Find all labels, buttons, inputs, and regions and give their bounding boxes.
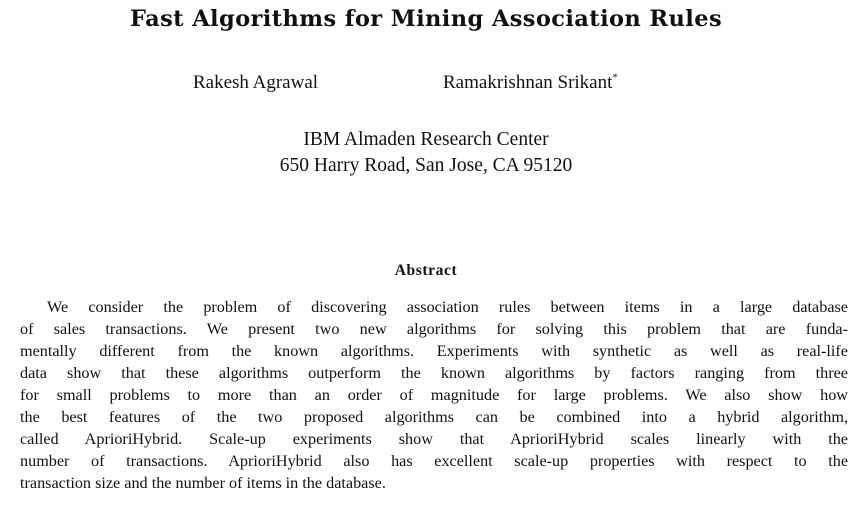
author-name: Rakesh Agrawal: [193, 72, 319, 93]
institution-address: 650 Harry Road, San Jose, CA 95120: [279, 155, 573, 176]
abstract-line: mentally different from the known algori…: [20, 342, 848, 360]
author-footnote-mark: *: [612, 71, 618, 84]
abstract-line: called AprioriHybrid. Scale-up experimen…: [20, 430, 848, 448]
author-agrawal: Rakesh Agrawal: [193, 72, 318, 94]
author-srikant: Ramakrishnan Srikant*: [443, 72, 618, 94]
abstract-line: transaction size and the number of items…: [20, 474, 386, 492]
author-name: Ramakrishnan Srikant: [443, 72, 613, 93]
abstract-heading: Abstract: [394, 262, 458, 279]
abstract-line: of sales transactions. We present two ne…: [20, 320, 848, 338]
abstract-line: the best features of the two proposed al…: [20, 408, 848, 426]
abstract-line: We consider the problem of discovering a…: [47, 298, 848, 316]
affiliation-block: IBM Almaden Research Center 650 Harry Ro…: [0, 127, 852, 179]
paper-title: Fast Algorithms for Mining Association R…: [129, 6, 723, 32]
author-list: Rakesh Agrawal Ramakrishnan Srikant*: [0, 72, 852, 98]
abstract-body: We consider the problem of discovering a…: [20, 296, 848, 494]
abstract-line: number of transactions. AprioriHybrid al…: [20, 452, 848, 470]
institution-name: IBM Almaden Research Center: [303, 129, 549, 150]
abstract-line: for small problems to more than an order…: [20, 386, 848, 404]
abstract-line: data show that these algorithms outperfo…: [20, 364, 848, 382]
